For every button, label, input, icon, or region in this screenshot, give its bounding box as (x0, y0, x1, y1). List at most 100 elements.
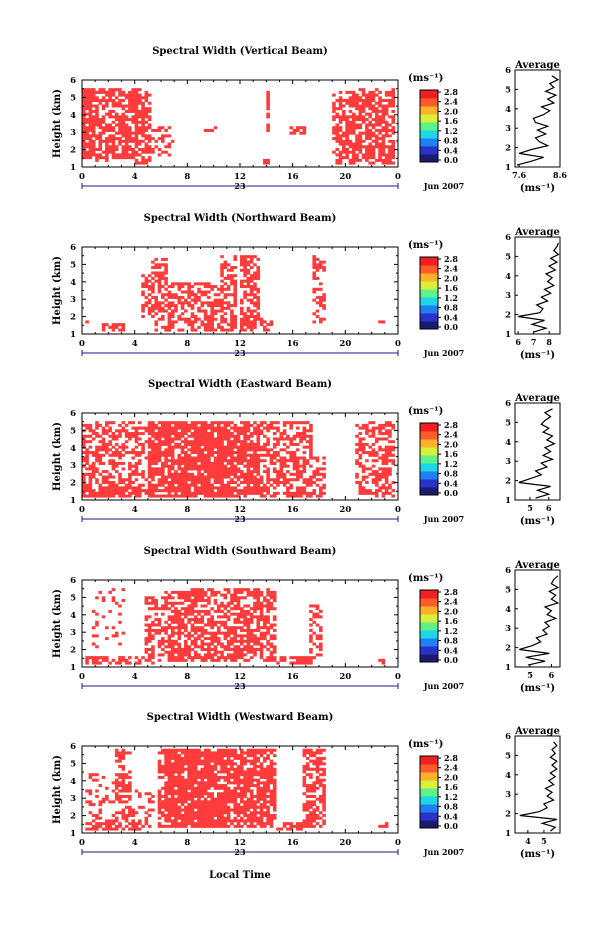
heatmap-cell (164, 767, 168, 771)
heatmap-cell (391, 131, 396, 135)
heatmap-cell (88, 145, 93, 149)
heatmap-cell (384, 461, 389, 465)
heatmap-cell (391, 161, 396, 165)
heatmap-cell (200, 824, 205, 828)
heatmap-cell (381, 426, 386, 430)
heatmap-cell (223, 448, 228, 452)
heatmap-cell (157, 494, 162, 498)
heatmap-cell (111, 437, 116, 441)
heatmap-cell (253, 274, 257, 278)
heatmap-cell (374, 118, 379, 122)
colorbar-segment (420, 479, 438, 488)
heatmap-cell (174, 421, 178, 425)
heatmap-cell (200, 588, 205, 592)
heatmap-cell (170, 478, 175, 482)
heatmap-cell (345, 128, 349, 132)
heatmap-cell (220, 301, 224, 305)
heatmap-cell (223, 786, 228, 790)
heatmap-cell (197, 588, 201, 592)
heatmap-cell (302, 486, 307, 490)
heatmap-cell (266, 470, 270, 474)
heatmap-cell (187, 618, 191, 622)
heatmap-cell (111, 822, 116, 826)
heatmap-cell (118, 822, 122, 826)
heatmap-cell (272, 623, 277, 627)
heatmap-cell (161, 306, 165, 310)
heatmap-cell (161, 139, 165, 143)
heatmap-cell (233, 314, 238, 318)
heatmap-cell (266, 599, 270, 603)
heatmap-cell (216, 287, 221, 291)
heatmap-cell (374, 440, 379, 444)
heatmap-cell (223, 470, 228, 474)
heatmap-cell (319, 263, 323, 267)
heatmap-cell (230, 656, 234, 660)
heatmap-cell (187, 609, 191, 613)
heatmap-cell (193, 459, 198, 463)
heatmap-cell (240, 475, 244, 479)
heatmap-cell (177, 789, 182, 793)
heatmap-cell (88, 90, 93, 94)
heatmap-cell (108, 150, 112, 154)
heatmap-cell (167, 423, 172, 427)
heatmap-cell (128, 421, 132, 425)
average-x-title: (ms⁻¹) (520, 683, 555, 694)
heatmap-cell (233, 301, 238, 305)
heatmap-cell (319, 491, 323, 495)
heatmap-cell (292, 661, 297, 665)
heatmap-cell (180, 312, 185, 316)
heatmap-cell (226, 437, 231, 441)
heatmap-cell (131, 99, 135, 103)
heatmap-cell (233, 429, 238, 433)
heatmap-cell (157, 147, 162, 151)
x-tick-label: 8 (184, 672, 190, 682)
heatmap-cell (378, 99, 382, 103)
heatmap-cell (184, 478, 188, 482)
average-y-tick-label: 2 (505, 144, 511, 154)
heatmap-cell (151, 421, 155, 425)
heatmap-cell (164, 442, 168, 446)
heatmap-cell (207, 475, 211, 479)
heatmap-cell (184, 819, 188, 823)
heatmap-cell (230, 775, 234, 779)
heatmap-cell (348, 96, 353, 100)
heatmap-cell (299, 126, 303, 130)
heatmap-cell (220, 486, 224, 490)
heatmap-cell (223, 647, 228, 651)
heatmap-cell (167, 751, 172, 755)
heatmap-cell (203, 824, 208, 828)
heatmap-cell (226, 491, 231, 495)
heatmap-cell (180, 434, 185, 438)
heatmap-cell (147, 423, 152, 427)
heatmap-cell (312, 470, 317, 474)
colorbar-segment (420, 321, 438, 330)
heatmap-cell (381, 137, 386, 141)
y-axis-title: Height (km) (52, 89, 63, 158)
heatmap-cell (230, 800, 234, 804)
heatmap-cell (256, 478, 261, 482)
heatmap-cell (157, 306, 162, 310)
heatmap-cell (266, 128, 270, 132)
heatmap-cell (220, 432, 224, 436)
heatmap-cell (151, 653, 155, 657)
heatmap-cell (309, 639, 313, 643)
heatmap-cell (371, 453, 376, 457)
heatmap-cell (220, 797, 224, 801)
heatmap-cell (220, 325, 224, 329)
heatmap-cell (101, 442, 106, 446)
heatmap-cell (220, 287, 224, 291)
heatmap-cell (101, 115, 106, 119)
colorbar-segment (420, 439, 438, 448)
colorbar-tick-label: 1.2 (444, 293, 458, 303)
heatmap-cell (315, 295, 320, 299)
heatmap-cell (184, 781, 188, 785)
heatmap-cell (249, 255, 254, 259)
heatmap-cell (187, 770, 191, 774)
heatmap-cell (207, 285, 211, 289)
heatmap-cell (263, 445, 267, 449)
heatmap-cell (266, 472, 270, 476)
heatmap-cell (256, 623, 261, 627)
heatmap-cell (193, 773, 198, 777)
heatmap-cell (216, 784, 221, 788)
heatmap-cell (174, 765, 178, 769)
